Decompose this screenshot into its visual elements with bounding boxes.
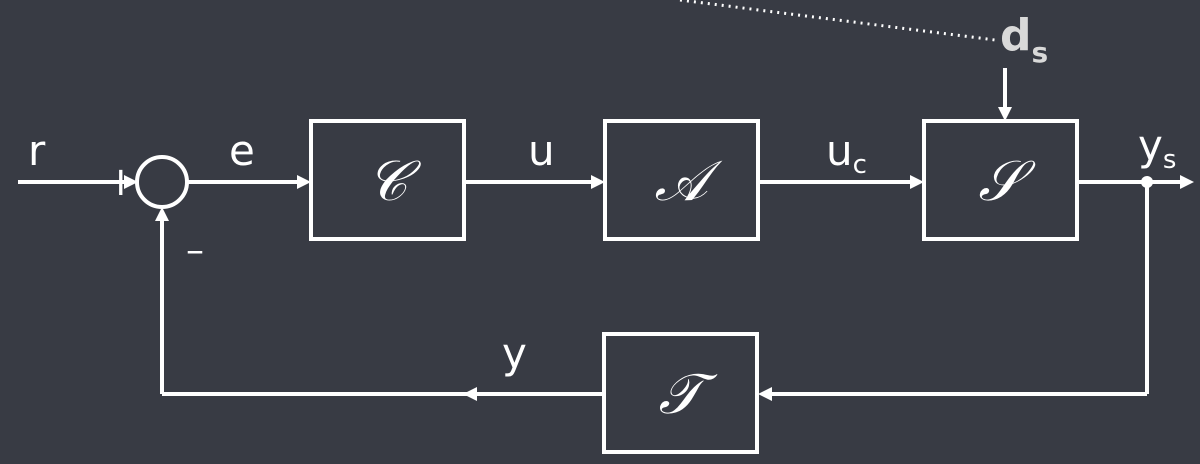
label-uc-sub: c (853, 150, 867, 180)
arrowhead-r (124, 175, 138, 189)
arrowhead-y (463, 387, 477, 401)
transducer-block-label: 𝒯 (659, 362, 718, 427)
label-ds: ds (1000, 10, 1048, 69)
label-uc-main: u (826, 126, 853, 175)
label-uc: uc (826, 126, 867, 180)
label-u: u (528, 126, 555, 175)
arrowhead-y-up (155, 207, 169, 221)
label-minus: – (186, 230, 204, 271)
label-e: e (229, 126, 255, 175)
disturbance-dotted-line (679, 0, 996, 42)
arrowhead-ys (1180, 175, 1194, 189)
arrowhead-e (297, 175, 311, 189)
arrowhead-feedback-T (758, 387, 772, 401)
label-ds-main: d (1000, 10, 1032, 61)
arrowhead-ds (998, 107, 1012, 121)
arrowhead-u (591, 175, 605, 189)
label-ys: ys (1138, 121, 1176, 175)
label-r: r (28, 126, 46, 175)
label-ys-main: y (1138, 121, 1163, 170)
label-plus: + (104, 159, 138, 205)
system-block-label: 𝒮 (978, 149, 1036, 214)
summing-junction (135, 155, 189, 209)
label-y: y (502, 329, 527, 378)
arrowhead-uc (910, 175, 924, 189)
label-ys-sub: s (1163, 145, 1177, 175)
label-ds-sub: s (1032, 36, 1049, 69)
actuator-block-label: 𝒜 (655, 149, 723, 214)
controller-block-label: 𝒞 (367, 149, 422, 214)
